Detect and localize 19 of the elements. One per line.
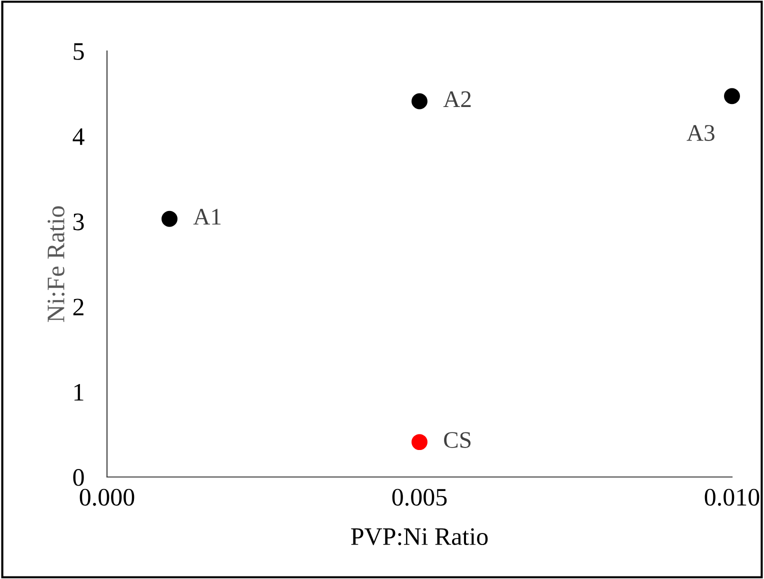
annotation: CS [444, 432, 471, 448]
x-tick-label: 0.010 [704, 488, 760, 506]
x-tick-label: 0.000 [80, 488, 134, 506]
y-tick-label: 5 [74, 43, 84, 60]
point [724, 88, 740, 104]
y-tick-label: 0 [73, 469, 84, 486]
point [162, 210, 178, 227]
y-tick-label: 1 [74, 384, 84, 400]
y-axis-title: Ni:Fe Ratio [48, 206, 65, 322]
point [412, 93, 428, 110]
x-tick-label: 0.005 [392, 488, 447, 506]
y-tick-label: 4 [72, 128, 84, 145]
y-tick-label: 3 [73, 214, 84, 230]
x-axis-title: PVP:Ni Ratio [351, 528, 488, 546]
y-tick-label: 2 [73, 298, 84, 316]
annotation: A2 [443, 91, 471, 107]
annotation: A1 [193, 208, 221, 225]
annotation: A3 [686, 125, 714, 141]
point [412, 434, 428, 450]
